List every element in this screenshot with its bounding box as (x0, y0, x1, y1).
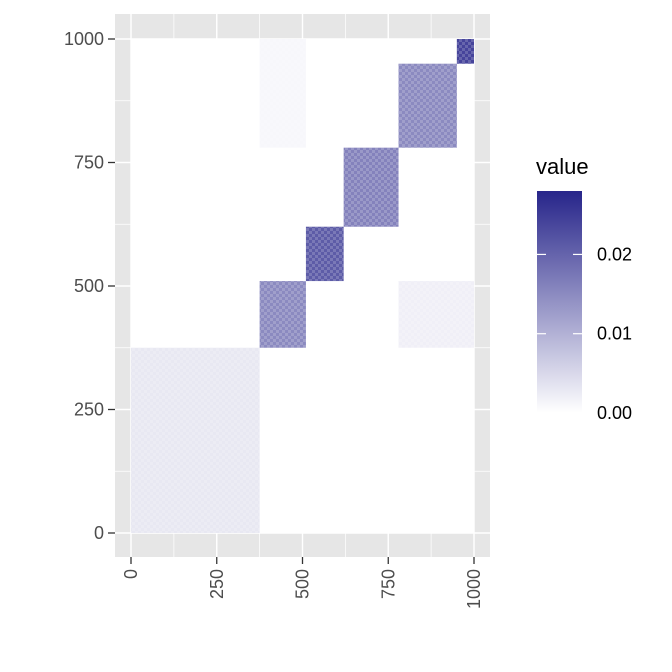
x-tick-label: 250 (207, 569, 227, 599)
legend-colorbar (537, 191, 582, 413)
legend-ticks: 0.00 0.01 0.02 (537, 244, 632, 423)
legend: value 0.00 0.01 0.02 (536, 154, 632, 423)
legend-tick-label: 0.02 (597, 244, 632, 264)
y-tick-label: 750 (74, 153, 104, 173)
x-axis: 0 250 500 750 1000 (121, 557, 484, 609)
heatmap-blocks (131, 39, 474, 533)
y-tick-label: 1000 (64, 29, 104, 49)
heatmap-block-texture-0 (131, 347, 260, 533)
x-tick-label: 0 (121, 569, 141, 579)
legend-tick-label: 0.00 (597, 403, 632, 423)
heatmap-block-texture-2 (305, 226, 344, 282)
heatmap-block-texture-6 (259, 39, 306, 148)
y-axis: 0 250 500 750 1000 (64, 29, 115, 543)
legend-title: value (536, 154, 589, 179)
x-tick-label: 750 (378, 569, 398, 599)
heatmap-block-texture-3 (343, 147, 399, 227)
y-tick-label: 250 (74, 400, 104, 420)
y-tick-label: 500 (74, 276, 104, 296)
x-tick-label: 1000 (464, 569, 484, 609)
heatmap-block-texture-1 (259, 281, 306, 348)
heatmap-block-texture-4 (398, 63, 457, 148)
x-tick-label: 500 (293, 569, 313, 599)
heatmap-block-texture-5 (456, 39, 474, 64)
y-tick-label: 0 (94, 523, 104, 543)
legend-tick-label: 0.01 (597, 324, 632, 344)
heatmap-block-texture-7 (398, 281, 474, 348)
